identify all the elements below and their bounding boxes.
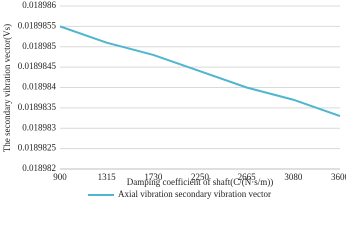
y-tick-label: 0.018984 xyxy=(22,82,56,92)
y-tick-label: 0.0189835 xyxy=(18,102,57,112)
x-tick-label: 2665 xyxy=(238,172,257,182)
x-axis-label: Damping coefficient of shaft(C/(N·s/m)) xyxy=(127,177,274,187)
x-tick-label: 900 xyxy=(53,172,67,182)
page: {"chart_data": {"type": "line", "y_label… xyxy=(2,0,346,200)
legend-label: Axial vibration secondary vibration vect… xyxy=(118,189,271,199)
y-tick-label: 0.0189845 xyxy=(18,61,57,71)
y-tick-label: 0.0189825 xyxy=(18,143,57,153)
y-tick-label: 0.018982 xyxy=(22,163,56,173)
chart: The secondary vibration vector(Vs) Dampi… xyxy=(2,0,346,199)
x-tick-label: 1315 xyxy=(98,172,117,182)
x-tick-label: 1730 xyxy=(144,172,163,182)
y-tick-label: 0.0189855 xyxy=(18,20,57,30)
y-tick-label: 0.018985 xyxy=(22,41,56,51)
x-tick-label: 3600 xyxy=(331,172,346,182)
y-tick-label: 0.018983 xyxy=(22,122,56,132)
x-tick-label: 2250 xyxy=(191,172,210,182)
y-tick-label: 0.018986 xyxy=(22,0,56,10)
x-tick-label: 3080 xyxy=(284,172,303,182)
y-axis-label: The secondary vibration vector(Vs) xyxy=(2,24,12,152)
data-line xyxy=(59,25,341,117)
